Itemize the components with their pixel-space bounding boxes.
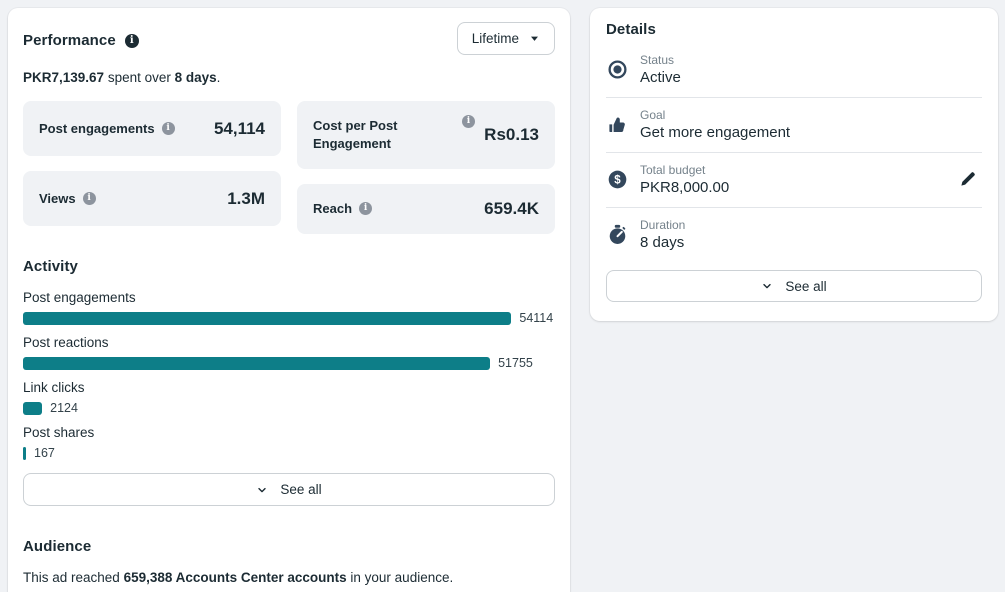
detail-label: Total budget xyxy=(640,163,706,177)
detail-value: PKR8,000.00 xyxy=(640,179,730,196)
audience-text-prefix: This ad reached xyxy=(23,570,124,585)
activity-row: Link clicks 2124 xyxy=(23,380,555,415)
divider xyxy=(606,97,982,98)
details-card: Details Status Active Goal Get more enga… xyxy=(590,8,998,321)
metric-label: Views xyxy=(39,190,76,206)
see-all-label: See all xyxy=(785,278,827,294)
activity-bar-chart: Post engagements 54114 Post reactions 51… xyxy=(23,290,555,460)
detail-row-total-budget: $ Total budget PKR8,000.00 xyxy=(606,154,982,206)
pencil-icon xyxy=(959,169,978,191)
metric-card-reach: Reach i 659.4K xyxy=(297,184,555,234)
info-icon[interactable]: i xyxy=(359,202,373,216)
activity-category-label: Link clicks xyxy=(23,380,85,395)
activity-bar xyxy=(23,356,491,370)
activity-title: Activity xyxy=(23,258,78,275)
svg-text:$: $ xyxy=(614,174,621,186)
metric-value: 1.3M xyxy=(227,188,265,208)
spend-middle: spent over xyxy=(104,70,175,85)
activity-value: 54114 xyxy=(519,311,554,325)
activity-bar xyxy=(23,446,26,460)
info-icon[interactable]: i xyxy=(161,121,175,135)
radio-selected-icon xyxy=(606,59,628,80)
metric-label: Reach xyxy=(313,201,353,217)
activity-row: Post shares 167 xyxy=(23,425,555,460)
activity-row: Post engagements 54114 xyxy=(23,290,555,325)
performance-title: Performance xyxy=(23,32,116,49)
chevron-down-icon xyxy=(761,280,773,292)
detail-label: Duration xyxy=(640,218,686,232)
info-icon[interactable]: i xyxy=(82,191,96,205)
spend-summary: PKR7,139.67 spent over 8 days. xyxy=(23,70,555,85)
caret-down-icon xyxy=(529,33,540,44)
divider xyxy=(606,152,982,153)
spend-amount: PKR7,139.67 xyxy=(23,70,105,85)
metric-card-cost-per-engagement: Cost per Post Engagement i Rs0.13 xyxy=(297,101,555,169)
info-icon[interactable]: i xyxy=(124,33,139,48)
activity-bar xyxy=(23,311,512,325)
metric-label: Post engagements xyxy=(39,120,155,136)
metric-label: Cost per Post Engagement xyxy=(313,118,398,151)
activity-category-label: Post reactions xyxy=(23,335,109,350)
details-see-all-button[interactable]: See all xyxy=(606,270,982,302)
details-title: Details xyxy=(606,21,656,38)
audience-summary: This ad reached 659,388 Accounts Center … xyxy=(23,570,555,585)
detail-label: Status xyxy=(640,53,675,67)
detail-row-duration: Duration 8 days xyxy=(606,209,982,261)
divider xyxy=(606,207,982,208)
activity-bar xyxy=(23,401,43,415)
detail-label: Goal xyxy=(640,108,666,122)
audience-reach-count: 659,388 Accounts Center accounts xyxy=(123,570,347,585)
metric-value: 659.4K xyxy=(484,199,539,218)
detail-value: 8 days xyxy=(640,234,685,251)
stopwatch-icon xyxy=(606,224,628,245)
activity-value: 167 xyxy=(34,446,55,460)
activity-row: Post reactions 51755 xyxy=(23,335,555,370)
chevron-down-icon xyxy=(256,484,268,496)
metric-value: 54,114 xyxy=(213,118,265,138)
spend-period: . xyxy=(216,70,221,85)
detail-value: Active xyxy=(640,69,681,86)
metric-card-views: Views i 1.3M xyxy=(23,171,281,226)
info-icon[interactable]: i xyxy=(462,115,475,128)
metric-card-post-engagements: Post engagements i 54,114 xyxy=(23,101,281,156)
performance-card: Performance i Lifetime PKR7,139.67 spent… xyxy=(8,8,570,592)
activity-category-label: Post engagements xyxy=(23,290,136,305)
thumbs-up-icon xyxy=(606,115,628,135)
detail-row-goal: Goal Get more engagement xyxy=(606,99,982,151)
activity-value: 51755 xyxy=(498,356,533,370)
spend-days: 8 days xyxy=(174,70,217,85)
detail-row-status: Status Active xyxy=(606,44,982,96)
activity-category-label: Post shares xyxy=(23,425,95,440)
activity-see-all-button[interactable]: See all xyxy=(23,473,555,506)
date-range-dropdown[interactable]: Lifetime xyxy=(456,22,555,55)
metric-value: Rs0.13 xyxy=(484,125,539,144)
performance-header: Performance i Lifetime xyxy=(23,22,555,55)
metric-grid: Post engagements i 54,114 Views i 1.3M C… xyxy=(23,101,555,234)
edit-budget-button[interactable] xyxy=(955,165,982,195)
audience-title: Audience xyxy=(23,538,92,555)
see-all-label: See all xyxy=(280,482,322,497)
activity-value: 2124 xyxy=(50,401,78,415)
audience-text-suffix: in your audience. xyxy=(346,570,454,585)
date-range-label: Lifetime xyxy=(471,31,519,46)
dollar-circle-icon: $ xyxy=(606,169,628,190)
detail-value: Get more engagement xyxy=(640,124,791,141)
